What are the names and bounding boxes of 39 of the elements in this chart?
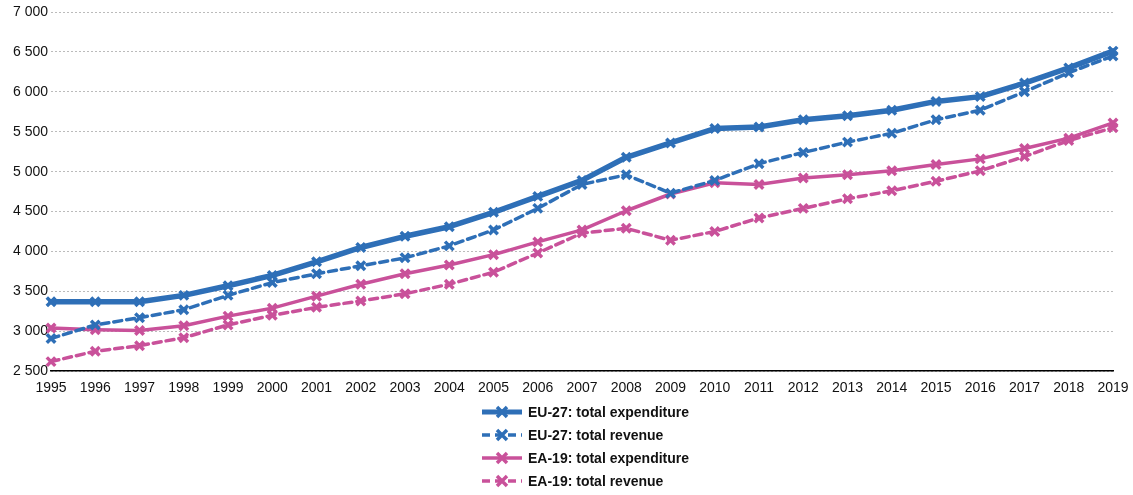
legend-label: EA-19: total revenue	[528, 472, 664, 489]
x-tick-label: 2004	[433, 379, 466, 396]
y-tick-label: 5 000	[12, 162, 49, 179]
y-tick-label: 2 500	[12, 362, 49, 379]
x-tick-label: 2009	[654, 379, 687, 396]
y-tick-label: 6 500	[12, 42, 49, 59]
x-tick-label: 2018	[1053, 379, 1085, 396]
x-tick-label: 2014	[876, 379, 908, 396]
y-tick-label: 3 000	[12, 322, 49, 339]
x-tick-label: 1999	[212, 379, 244, 396]
x-tick-label: 2008	[610, 379, 643, 396]
y-tick-label: 3 500	[12, 282, 49, 299]
x-tick-label: 2007	[566, 379, 598, 396]
x-tick-label: 2010	[699, 379, 731, 396]
x-tick-label: 1995	[35, 379, 67, 396]
x-tick-label: 2006	[522, 379, 554, 396]
x-tick-label: 2005	[477, 379, 510, 396]
legend-label: EA-19: total expenditure	[528, 449, 690, 466]
x-tick-label: 2015	[920, 379, 952, 396]
y-tick-label: 7 000	[12, 2, 49, 19]
y-tick-label: 4 500	[12, 202, 49, 219]
y-tick-label: 4 000	[12, 242, 49, 259]
x-tick-label: 2011	[743, 379, 775, 396]
x-tick-label: 2002	[345, 379, 377, 396]
y-tick-label: 5 500	[12, 122, 49, 139]
legend-label: EU-27: total revenue	[528, 426, 664, 443]
x-tick-label: 2000	[256, 379, 289, 396]
x-tick-label: 2019	[1097, 379, 1129, 396]
x-tick-label: 2001	[300, 379, 333, 396]
x-tick-label: 2003	[389, 379, 421, 396]
x-tick-label: 1997	[123, 379, 156, 396]
x-tick-label: 2012	[787, 379, 820, 396]
x-tick-label: 1996	[79, 379, 112, 396]
legend-label: EU-27: total expenditure	[528, 403, 690, 420]
y-tick-label: 6 000	[12, 82, 49, 99]
x-tick-label: 1998	[168, 379, 200, 396]
x-tick-label: 2017	[1008, 379, 1041, 396]
x-tick-label: 2013	[831, 379, 864, 396]
x-tick-label: 2016	[964, 379, 997, 396]
